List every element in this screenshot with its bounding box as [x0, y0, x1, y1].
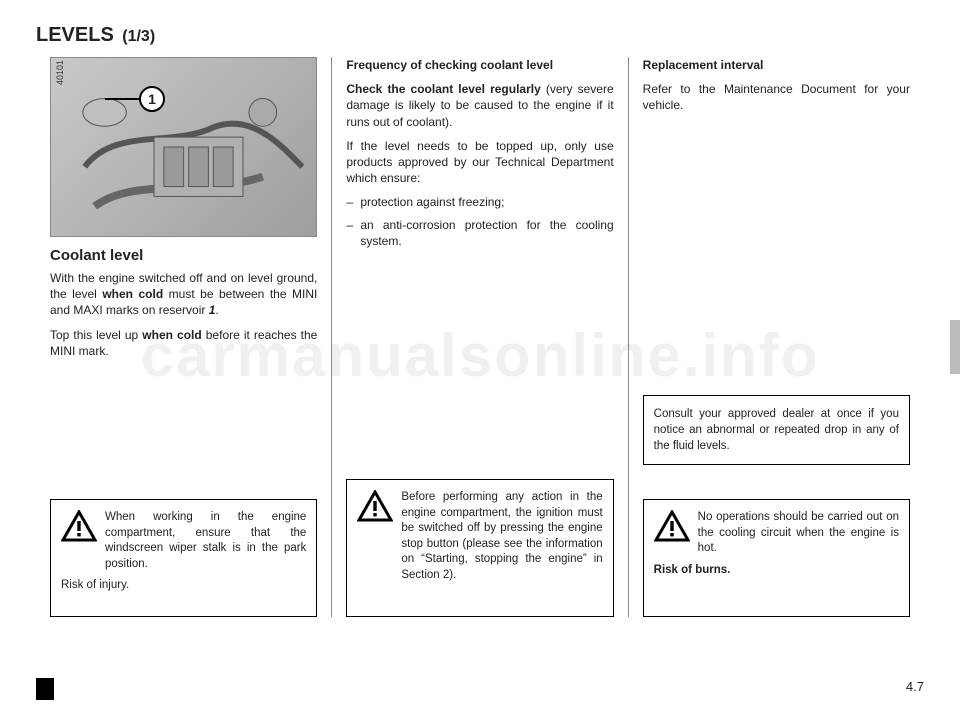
warning-triangle-icon: [357, 490, 393, 522]
replacement-heading: Replacement interval: [643, 57, 910, 73]
coolant-para-2: Top this level up when cold before it re…: [50, 327, 317, 359]
info-box-dealer: Consult your approved dealer at once if …: [643, 395, 910, 465]
warning-box-wipers: When working in the engine compartment, …: [50, 499, 317, 617]
footer-black-block: [36, 678, 54, 700]
warning-box-burns: No operations should be carried out on t…: [643, 499, 910, 617]
page-number: 4.7: [906, 679, 924, 694]
replacement-heading-bold: Replacement interval: [643, 58, 764, 72]
page-title: LEVELS: [36, 24, 114, 46]
warning-risk-text: Risk of burns.: [654, 563, 899, 579]
warning-row: No operations should be carried out on t…: [654, 510, 899, 557]
column-2: Frequency of checking coolant level Chec…: [331, 57, 627, 617]
warning-box-ignition: Before performing any action in the engi…: [346, 479, 613, 617]
list-item: protection against freezing;: [346, 194, 613, 210]
coolant-requirements-list: protection against freezing; an anti-cor…: [346, 194, 613, 249]
warning-row: Before performing any action in the engi…: [357, 490, 602, 583]
callout-badge-1: 1: [139, 86, 165, 112]
text: Top this level up: [50, 328, 142, 342]
bold-when-cold-2: when cold: [142, 328, 201, 342]
warning-triangle-icon: [61, 510, 97, 542]
manual-page: carmanualsonline.info LEVELS (1/3) 40101: [0, 0, 960, 710]
side-tab: [950, 320, 960, 374]
risk-of-burns-bold: Risk of burns.: [654, 564, 731, 576]
column-1: 40101 1 Cool: [36, 57, 331, 617]
engine-illustration: [51, 58, 316, 236]
warning-lead-text: Before performing any action in the engi…: [401, 490, 602, 583]
warning-lead-text: No operations should be carried out on t…: [698, 510, 899, 557]
coolant-para-1: With the engine switched off and on leve…: [50, 270, 317, 319]
page-title-part: (1/3): [122, 28, 155, 45]
callout-leader-line: [105, 98, 141, 100]
column-3: Replacement interval Refer to the Mainte…: [628, 57, 924, 617]
bold-when-cold-1: when cold: [102, 287, 163, 301]
freq-heading: Frequency of checking coolant level: [346, 57, 613, 73]
coolant-level-heading: Coolant level: [50, 247, 317, 264]
warning-row: When working in the engine compartment, …: [61, 510, 306, 572]
freq-heading-bold: Frequency of checking coolant level: [346, 58, 553, 72]
page-title-row: LEVELS (1/3): [36, 24, 924, 47]
warning-triangle-icon: [654, 510, 690, 542]
engine-figure: 40101 1: [50, 57, 317, 237]
check-regularly-bold: Check the coolant level regularly: [346, 82, 540, 96]
replacement-para: Refer to the Maintenance Document for yo…: [643, 81, 910, 113]
freq-para-1: Check the coolant level regularly (very …: [346, 81, 613, 130]
text: .: [215, 303, 218, 317]
content-columns: 40101 1 Cool: [36, 57, 924, 617]
list-item: an anti-corrosion protection for the coo…: [346, 217, 613, 249]
warning-lead-text: When working in the engine compartment, …: [105, 510, 306, 572]
freq-para-2: If the level needs to be topped up, only…: [346, 138, 613, 187]
warning-risk-text: Risk of injury.: [61, 578, 306, 594]
